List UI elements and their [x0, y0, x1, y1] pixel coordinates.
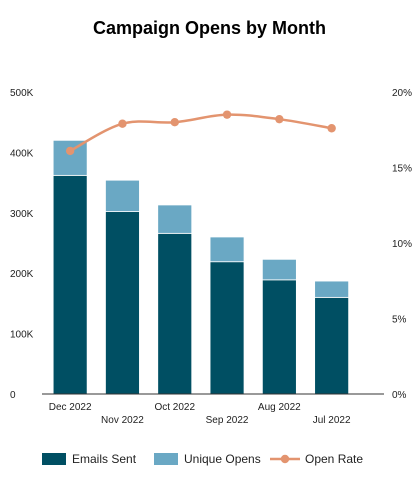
legend-swatch-emails-sent	[42, 453, 66, 465]
x-tick-2: Oct 2022	[154, 402, 195, 413]
bar-unique-opens-1	[105, 179, 140, 212]
bar-emails-sent-1	[105, 211, 140, 395]
y-right-tick-4: 20%	[392, 88, 412, 99]
x-tick-1: Nov 2022	[101, 415, 144, 426]
open-rate-point-2	[170, 118, 179, 127]
legend-label-unique-opens: Unique Opens	[184, 452, 261, 466]
y-left-tick-5: 500K	[10, 88, 34, 99]
x-tick-3: Sep 2022	[206, 415, 249, 426]
bar-emails-sent-2	[157, 232, 193, 395]
open-rate-point-5	[327, 124, 336, 133]
bar-emails-sent-3	[209, 261, 245, 395]
y-left-tick-0: 0	[10, 390, 16, 401]
y-left-tick-1: 100K	[10, 330, 34, 341]
open-rate-line	[69, 113, 332, 152]
open-rate-point-3	[222, 110, 232, 119]
y-left-tick-2: 200K	[10, 269, 34, 280]
open-rate-point-4	[275, 114, 284, 124]
y-right-tick-3: 15%	[392, 164, 412, 175]
axis-layer: 0 100K 200K 300K 400K 500K 0% 5% 10% 15% 20% Dec 20…	[10, 88, 412, 426]
y-left-tick-3: 300K	[10, 209, 34, 220]
legend-marker-open-rate	[280, 454, 290, 464]
bar-emails-sent-4	[261, 279, 297, 395]
legend-label-emails-sent: Emails Sent	[72, 452, 137, 466]
line-layer	[65, 110, 336, 156]
open-rate-point-1	[118, 119, 127, 128]
bar-unique-opens-4	[261, 258, 297, 281]
legend-swatch-unique-opens	[154, 453, 178, 465]
y-right-tick-1: 5%	[392, 315, 407, 326]
legend-label-open-rate: Open Rate	[305, 452, 363, 466]
bar-unique-opens-2	[157, 204, 193, 234]
bar-unique-opens-3	[209, 236, 245, 263]
bars-layer	[52, 139, 350, 395]
bar-unique-opens-5	[314, 280, 350, 298]
chart-title: Campaign Opens by Month	[92, 18, 326, 38]
x-tick-4: Aug 2022	[258, 402, 301, 413]
bar-unique-opens-0	[52, 139, 88, 176]
x-tick-0: Dec 2022	[49, 402, 92, 413]
y-left-tick-4: 400K	[10, 148, 34, 159]
y-right-tick-0: 0%	[392, 390, 407, 401]
bar-emails-sent-0	[52, 174, 88, 395]
legend: Emails Sent Unique Opens Open Rate	[42, 452, 363, 466]
x-tick-5: Jul 2022	[313, 415, 351, 426]
open-rate-point-0	[65, 146, 75, 156]
y-right-tick-2: 10%	[392, 239, 412, 250]
bar-emails-sent-5	[314, 296, 350, 395]
